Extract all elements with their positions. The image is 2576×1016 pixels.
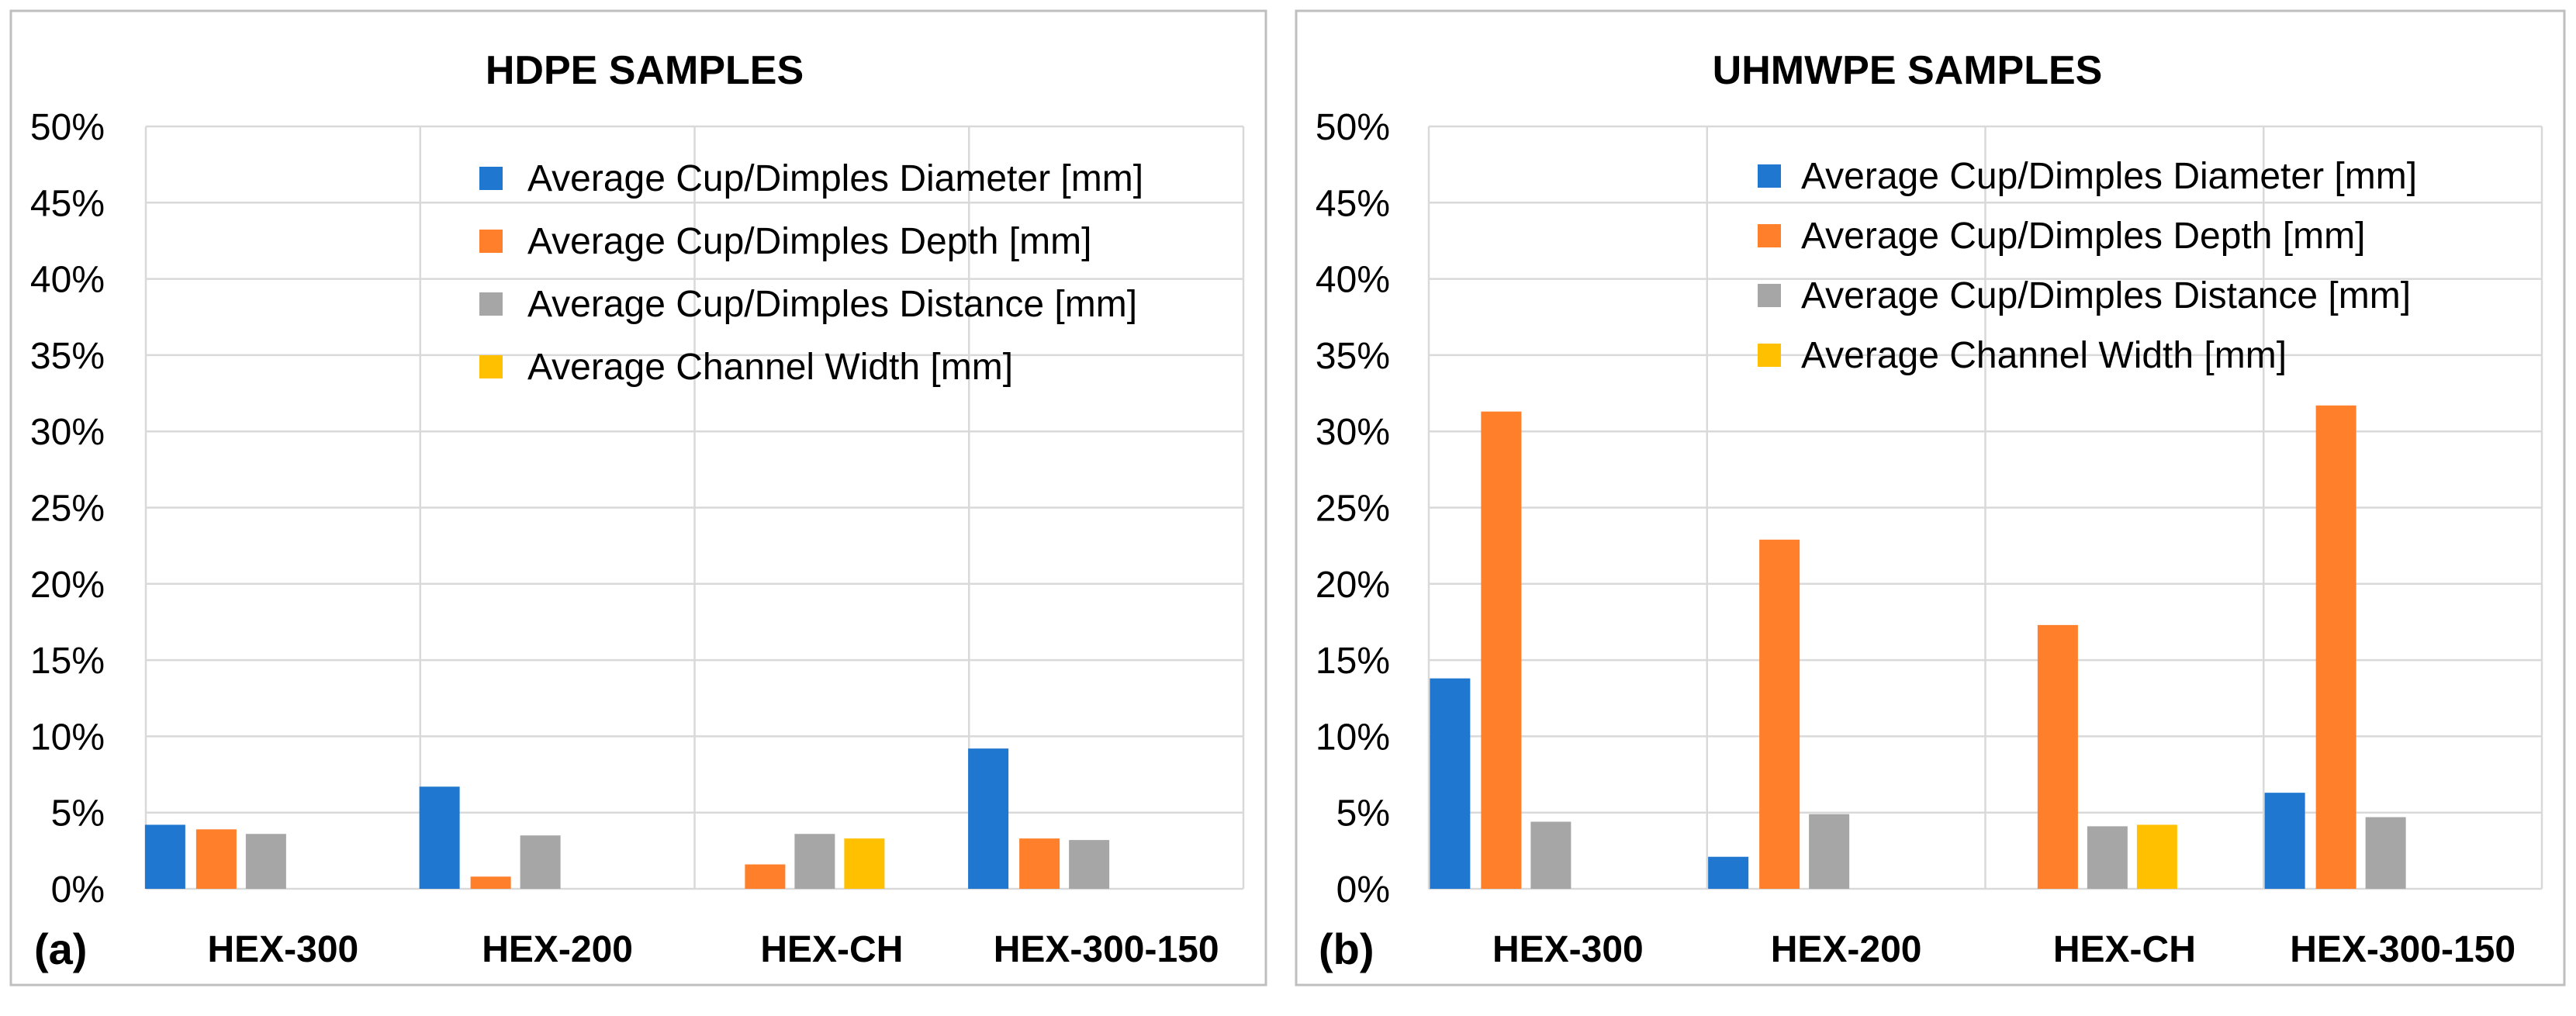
y-tick-label: 20% (1316, 565, 1390, 606)
legend-swatch (479, 167, 503, 190)
bar-distance (794, 834, 835, 889)
bar-depth (1019, 838, 1060, 889)
legend-entry: Average Cup/Dimples Depth [mm] (527, 221, 1091, 262)
bar-depth (1759, 539, 1800, 889)
legend-entry: Average Cup/Dimples Diameter [mm] (1801, 156, 2417, 197)
bar-distance (520, 835, 561, 889)
y-tick-label: 45% (30, 183, 105, 224)
x-tick-label: HEX-CH (760, 929, 903, 970)
x-tick-label: HEX-CH (2053, 929, 2196, 970)
y-tick-label: 35% (30, 336, 105, 377)
legend-entry: Average Channel Width [mm] (527, 347, 1013, 388)
legend-swatch (479, 292, 503, 316)
y-tick-label: 40% (1316, 260, 1390, 301)
bar-diameter (1430, 678, 1471, 889)
y-tick-label: 25% (30, 489, 105, 530)
y-tick-label: 15% (30, 641, 105, 682)
chart-frame (9, 9, 1267, 987)
chart-panel-a: HDPE SAMPLES 0% 5% 10% 15% 20% 25% 30% 35% 40% 45%… (9, 9, 1267, 987)
bar-diameter (419, 786, 460, 889)
legend-swatch (479, 355, 503, 378)
bar-distance (1809, 814, 1850, 889)
panel-label: (b) (1319, 924, 1374, 973)
chart-title: HDPE SAMPLES (486, 48, 804, 93)
bar-channel (844, 838, 885, 889)
legend-swatch (1758, 344, 1781, 367)
bar-distance (1530, 821, 1572, 889)
bar-depth (745, 864, 786, 889)
bar-distance (1069, 840, 1110, 889)
bar-distance (245, 834, 286, 889)
bar-depth (470, 876, 511, 889)
legend-swatch (1758, 224, 1781, 247)
x-tick-label: HEX-300 (207, 929, 358, 970)
bar-distance (2087, 826, 2128, 889)
panel-label: (a) (34, 924, 87, 973)
bar-depth (2315, 405, 2356, 889)
legend-entry: Average Cup/Dimples Distance [mm] (527, 284, 1137, 325)
legend-swatch (1758, 284, 1781, 307)
legend-entry: Average Cup/Dimples Distance [mm] (1801, 275, 2411, 316)
bar-distance (2365, 817, 2406, 889)
y-tick-label: 10% (30, 717, 105, 758)
legend-entry: Average Cup/Dimples Depth [mm] (1801, 216, 2365, 257)
chart-title: UHMWPE SAMPLES (1713, 48, 2103, 93)
y-tick-label: 15% (1316, 641, 1390, 682)
y-tick-label: 35% (1316, 336, 1390, 377)
y-tick-label: 10% (1316, 717, 1390, 758)
x-tick-label: HEX-200 (482, 929, 633, 970)
bar-depth (195, 829, 237, 889)
bar-diameter (968, 748, 1009, 889)
bar-depth (2037, 624, 2078, 889)
legend: Average Cup/Dimples Diameter [mm] Average… (1758, 156, 2417, 376)
x-tick-label: HEX-300 (1492, 929, 1644, 970)
legend-entry: Average Cup/Dimples Diameter [mm] (527, 158, 1143, 199)
x-tick-label: HEX-200 (1771, 929, 1922, 970)
y-tick-label: 30% (1316, 412, 1390, 453)
y-tick-label: 50% (1316, 107, 1390, 148)
y-tick-label: 25% (1316, 489, 1390, 530)
y-tick-label: 30% (30, 412, 105, 453)
x-tick-label: HEX-300-150 (2290, 929, 2515, 970)
bar-diameter (2264, 793, 2305, 889)
bar-depth (1481, 411, 1522, 889)
y-tick-label: 5% (51, 793, 105, 835)
y-tick-label: 45% (1316, 183, 1390, 224)
legend-entry: Average Channel Width [mm] (1801, 335, 2287, 376)
legend: Average Cup/Dimples Diameter [mm] Average… (479, 158, 1143, 388)
y-tick-label: 5% (1336, 793, 1390, 835)
y-tick-label: 20% (30, 565, 105, 606)
chart-panel-b: UHMWPE SAMPLES 0% 5% 10% 15% 20% 25% 30% 35% 40% 4… (1295, 9, 2566, 987)
y-tick-label: 0% (51, 869, 105, 911)
x-tick-label: HEX-300-150 (994, 929, 1219, 970)
bar-diameter (144, 824, 185, 889)
legend-swatch (479, 230, 503, 253)
y-tick-label: 50% (30, 107, 105, 148)
bar-channel (2136, 824, 2177, 889)
legend-swatch (1758, 164, 1781, 188)
y-tick-label: 0% (1336, 869, 1390, 911)
bar-diameter (1708, 856, 1749, 889)
y-tick-label: 40% (30, 260, 105, 301)
